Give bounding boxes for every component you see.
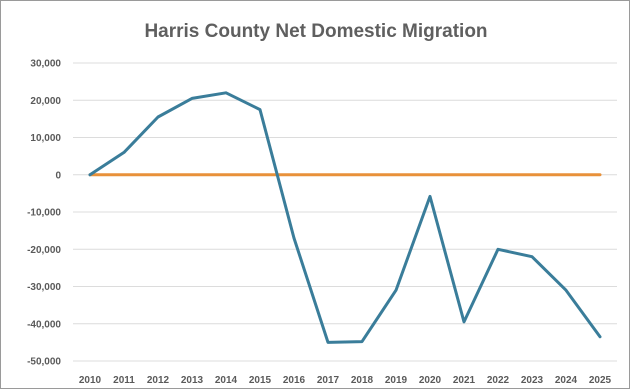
y-tick-label: -10,000	[27, 208, 61, 219]
y-tick-label: -50,000	[27, 357, 61, 368]
y-tick-label: -40,000	[27, 319, 61, 330]
x-tick-label: 2024	[555, 375, 578, 386]
y-tick-label: -20,000	[27, 245, 61, 256]
y-axis-tick-labels: 30,000 20,000 10,000 0 -10,000 -20,000 -30,000…	[27, 59, 61, 368]
y-tick-label: 10,000	[30, 133, 61, 144]
series-line-migration	[88, 91, 602, 344]
x-tick-label: 2011	[113, 375, 135, 386]
x-tick-label: 2019	[385, 375, 408, 386]
x-tick-label: 2012	[147, 375, 170, 386]
y-tick-label: 30,000	[30, 59, 61, 70]
x-tick-label: 2021	[453, 375, 476, 386]
x-tick-label: 2015	[249, 375, 272, 386]
y-tick-label: 0	[55, 170, 61, 181]
x-tick-label: 2023	[521, 375, 544, 386]
x-tick-label: 2014	[215, 375, 238, 386]
series-lines	[88, 91, 602, 344]
x-tick-label: 2020	[419, 375, 442, 386]
x-tick-label: 2010	[79, 375, 102, 386]
gridlines	[73, 62, 617, 362]
y-tick-label: -30,000	[27, 282, 61, 293]
x-tick-label: 2017	[317, 375, 340, 386]
x-tick-label: 2025	[589, 375, 612, 386]
x-tick-label: 2018	[351, 375, 374, 386]
x-tick-label: 2013	[181, 375, 204, 386]
x-tick-label: 2016	[283, 375, 306, 386]
x-tick-label: 2022	[487, 375, 510, 386]
x-axis-tick-labels: 2010 2011 2012 2013 2014 2015 2016 2017 2018 2019…	[79, 375, 612, 386]
y-tick-label: 20,000	[30, 96, 61, 107]
chart-title: Harris County Net Domestic Migration	[144, 21, 488, 42]
